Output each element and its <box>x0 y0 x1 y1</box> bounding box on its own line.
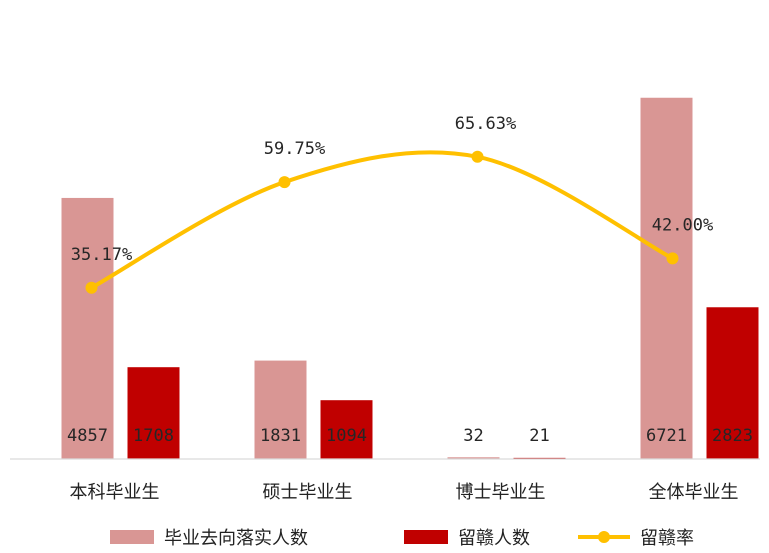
data-label-group: 4857 1708 1831 1094 32 21 6721 2823 35.17% 59.75%… <box>67 114 753 446</box>
bar-employed-3 <box>640 97 693 459</box>
legend: 毕业去向落实人数 留赣人数 留赣率 <box>110 528 694 549</box>
legend-label: 留赣率 <box>640 528 694 549</box>
bar-stay-0 <box>127 367 180 459</box>
legend-marker <box>598 531 610 543</box>
rate-value-label: 65.63% <box>455 114 516 134</box>
legend-swatch <box>404 530 448 544</box>
rate-point <box>278 176 291 189</box>
bar-value-label: 6721 <box>646 426 687 446</box>
x-tick-label: 硕士毕业生 <box>263 482 353 503</box>
legend-label: 留赣人数 <box>458 528 530 549</box>
x-tick-labels: 本科毕业生 硕士毕业生 博士毕业生 全体毕业生 <box>70 482 739 503</box>
bar-value-label: 32 <box>463 426 483 446</box>
legend-label: 毕业去向落实人数 <box>164 528 308 549</box>
bar-value-label: 21 <box>529 426 549 446</box>
rate-point <box>471 150 484 163</box>
x-tick-label: 本科毕业生 <box>70 482 160 503</box>
bar-value-label: 1094 <box>326 426 367 446</box>
bar-value-label: 2823 <box>712 426 753 446</box>
rate-point <box>85 281 98 294</box>
bar-employed-2 <box>447 457 500 459</box>
bar-employed-1 <box>254 360 307 459</box>
bar-employed-0 <box>61 197 114 459</box>
bar-value-label: 4857 <box>67 426 108 446</box>
bar-stay-3 <box>706 307 759 459</box>
x-tick-label: 博士毕业生 <box>456 482 546 503</box>
rate-point <box>666 252 679 265</box>
legend-swatch <box>110 530 154 544</box>
rate-line-group <box>85 150 679 294</box>
x-tick-label: 全体毕业生 <box>649 482 739 503</box>
rate-value-label: 59.75% <box>264 139 325 159</box>
rate-value-label: 35.17% <box>71 245 132 265</box>
bar-value-label: 1708 <box>133 426 174 446</box>
rate-value-label: 42.00% <box>652 215 713 235</box>
bar-value-label: 1831 <box>260 426 301 446</box>
bar-stay-1 <box>320 400 373 459</box>
rate-line <box>89 150 675 290</box>
